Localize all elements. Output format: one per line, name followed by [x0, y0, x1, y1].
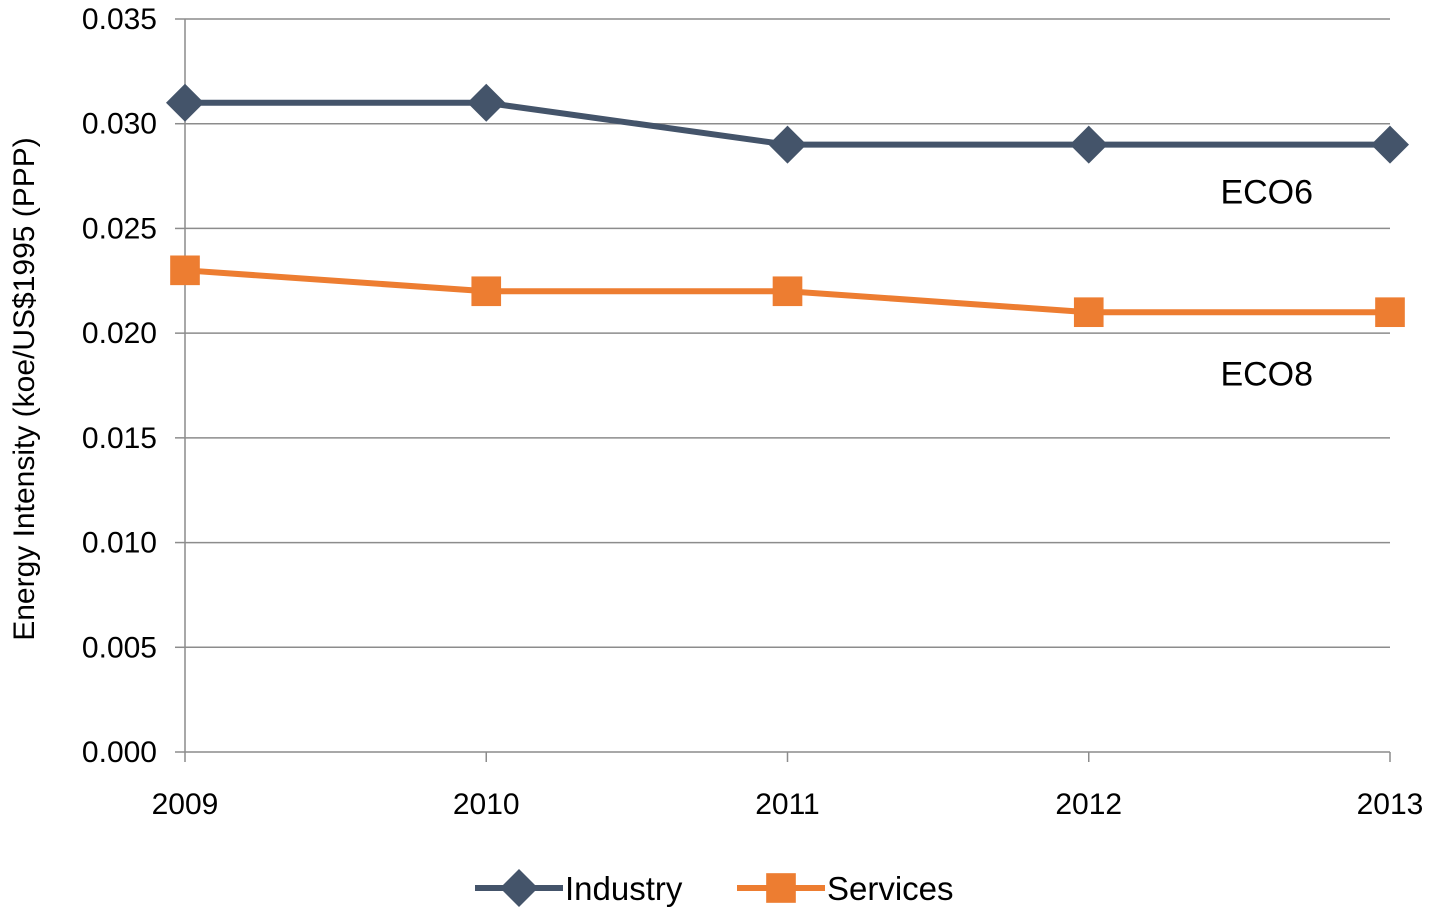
legend: Industry Services — [475, 869, 954, 907]
annotation-label: ECO8 — [1220, 356, 1313, 394]
x-tick-label: 2011 — [755, 788, 820, 821]
series — [166, 83, 1409, 328]
y-tick-label: 0.025 — [82, 212, 157, 245]
data-point — [166, 83, 204, 122]
data-point — [471, 276, 502, 307]
x-tick-label: 2013 — [1357, 788, 1424, 821]
y-tick-label: 0.020 — [82, 317, 157, 350]
y-tick-label: 0.010 — [82, 527, 157, 560]
x-tick-label: 2012 — [1055, 788, 1122, 821]
y-tick-label: 0.030 — [82, 108, 157, 141]
series-services — [170, 255, 1405, 328]
data-point — [467, 83, 506, 122]
legend-item-industry: Industry — [475, 869, 683, 907]
y-tick-label: 0.015 — [82, 422, 157, 455]
data-point — [1069, 125, 1108, 164]
y-tick-labels: 0.000 0.005 0.010 0.015 0.020 0.025 0.030 0.035 — [82, 3, 157, 769]
data-point — [1371, 125, 1409, 164]
x-tick-label: 2009 — [152, 788, 219, 821]
y-tick-label: 0.005 — [82, 631, 157, 664]
data-point — [1375, 297, 1405, 328]
legend-label: Services — [827, 870, 954, 907]
legend-item-services: Services — [737, 870, 954, 907]
axes — [175, 18, 1391, 762]
annotations: ECO6 ECO8 — [1220, 173, 1313, 393]
annotation-label: ECO6 — [1220, 173, 1313, 211]
legend-marker — [766, 873, 796, 903]
series-industry — [166, 83, 1409, 164]
data-point — [1073, 297, 1104, 328]
legend-label: Industry — [565, 870, 683, 907]
legend-marker — [500, 869, 538, 907]
x-tick-label: 2010 — [453, 788, 520, 821]
y-axis-title: Energy Intensity (koe/US$1995 (PPP) — [8, 137, 41, 641]
y-tick-label: 0.000 — [82, 736, 157, 769]
gridlines — [185, 18, 1390, 649]
data-point — [768, 125, 807, 164]
x-tick-labels: 2009 2010 2011 2012 2013 — [152, 788, 1424, 821]
data-point — [170, 255, 200, 286]
y-tick-label: 0.035 — [82, 3, 157, 36]
data-point — [772, 276, 803, 307]
